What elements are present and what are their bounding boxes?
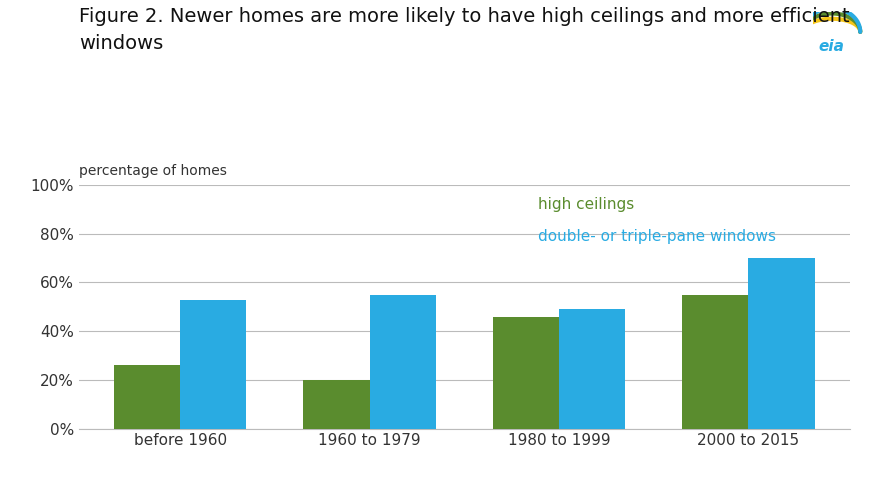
Bar bbox=[114, 365, 180, 429]
Bar bbox=[748, 258, 815, 429]
Text: windows: windows bbox=[79, 34, 163, 53]
Bar bbox=[492, 317, 559, 429]
Bar bbox=[370, 295, 436, 429]
Text: percentage of homes: percentage of homes bbox=[79, 164, 227, 178]
Text: eia: eia bbox=[819, 39, 844, 54]
Text: double- or triple-pane windows: double- or triple-pane windows bbox=[538, 229, 775, 244]
Bar bbox=[180, 300, 246, 429]
Text: high ceilings: high ceilings bbox=[538, 197, 633, 212]
Bar bbox=[559, 309, 625, 429]
Text: Figure 2. Newer homes are more likely to have high ceilings and more efficient: Figure 2. Newer homes are more likely to… bbox=[79, 7, 850, 26]
Bar bbox=[303, 380, 370, 429]
Bar bbox=[682, 295, 748, 429]
